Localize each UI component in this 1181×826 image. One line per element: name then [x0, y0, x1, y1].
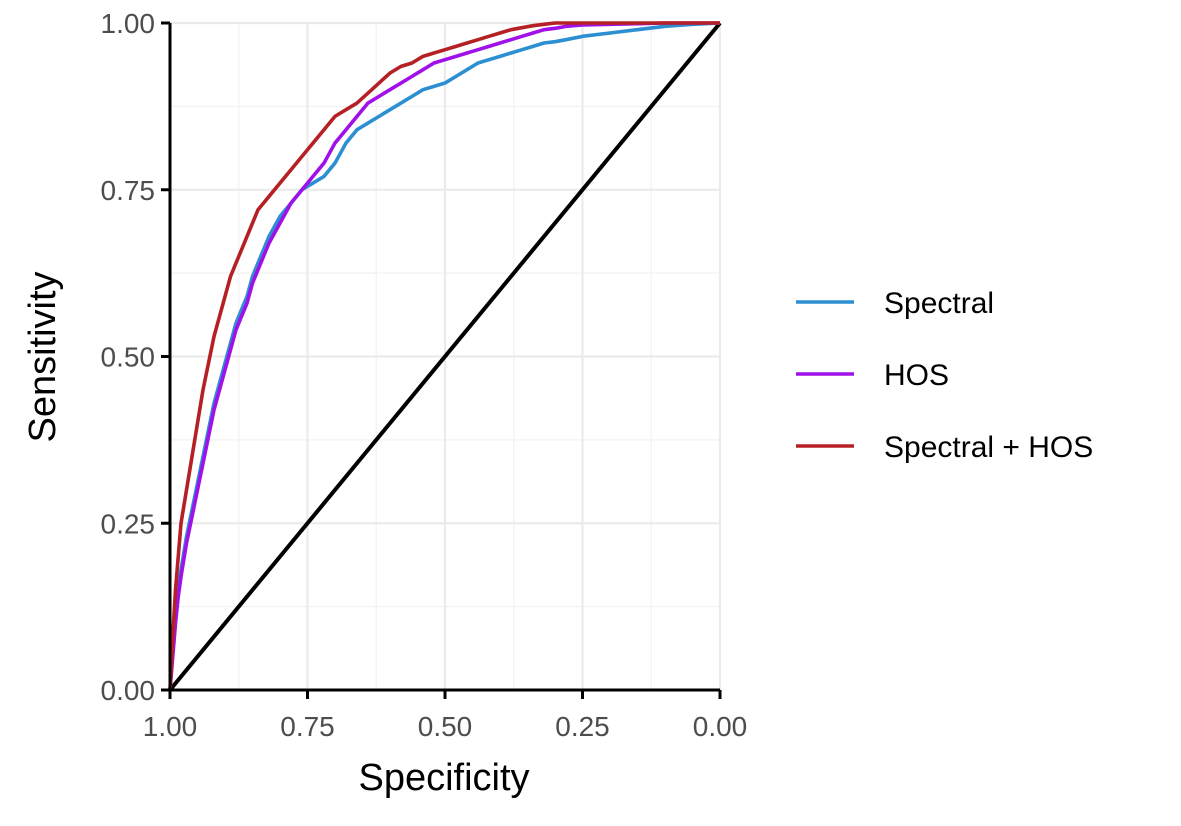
- y-axis-ticks: 0.00 0.25 0.50 0.75 1.00: [101, 8, 170, 706]
- x-tick-label: 0.25: [555, 711, 610, 742]
- x-tick-label: 0.50: [418, 711, 473, 742]
- x-axis-title: Specificity: [358, 757, 529, 799]
- y-tick-label: 0.75: [101, 175, 156, 206]
- legend-label-2: Spectral + HOS: [884, 431, 1093, 464]
- legend-label-1: HOS: [884, 359, 949, 392]
- series-layer: [168, 21, 721, 691]
- x-tick-label: 0.75: [280, 711, 335, 742]
- y-tick-label: 0.00: [101, 675, 156, 706]
- series-line-2: [168, 21, 720, 691]
- y-tick-label: 0.25: [101, 508, 156, 539]
- legend-label-0: Spectral: [884, 287, 994, 320]
- x-tick-label: 1.00: [143, 711, 198, 742]
- y-axis-title: Sensitivity: [22, 271, 64, 442]
- y-tick-label: 0.50: [101, 342, 156, 373]
- y-tick-label: 1.00: [101, 8, 156, 39]
- legend: Spectral HOS Spectral + HOS: [796, 287, 1093, 464]
- x-axis-ticks: 1.00 0.75 0.50 0.25 0.00: [143, 690, 748, 742]
- reference-line-layer: [168, 21, 722, 692]
- x-tick-label: 0.00: [693, 711, 748, 742]
- reference-diagonal-line: [168, 21, 722, 692]
- series-line-1: [168, 21, 720, 691]
